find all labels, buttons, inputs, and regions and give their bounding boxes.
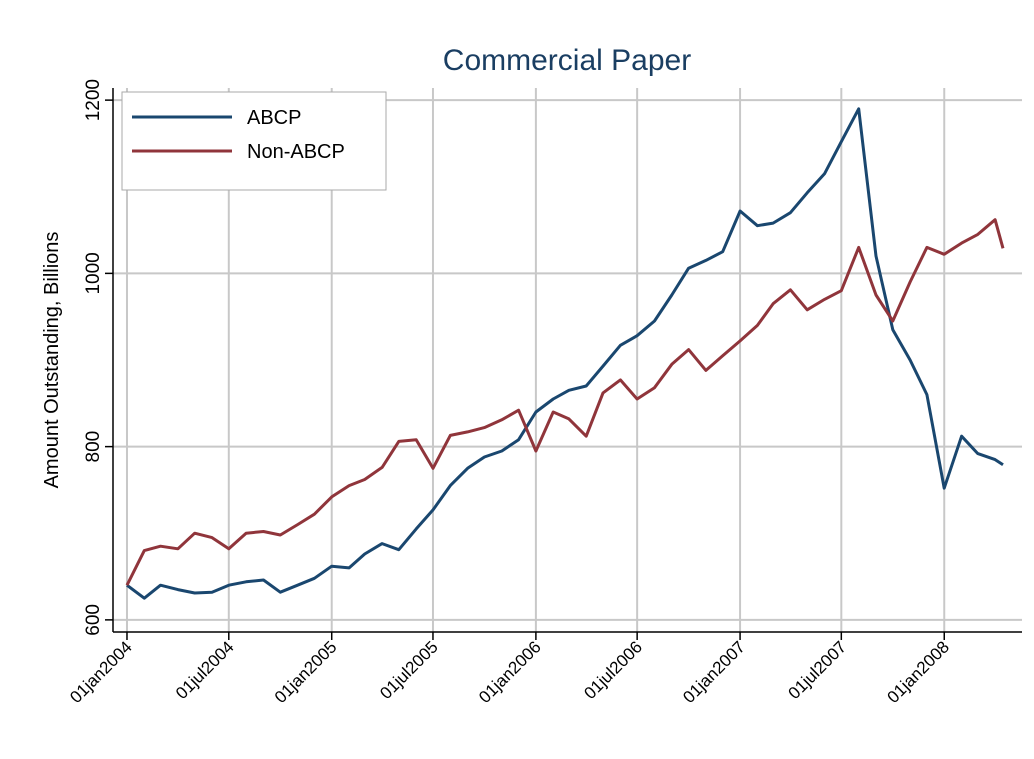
legend: ABCP Non-ABCP xyxy=(121,91,387,191)
series-line xyxy=(125,218,1005,586)
legend-label: ABCP xyxy=(247,107,301,129)
y-tick-label: 1200 xyxy=(83,79,104,121)
chart-title: Commercial Paper xyxy=(443,44,691,77)
y-axis-label: Amount Outstanding, Billions xyxy=(41,232,63,489)
y-tick-label: 600 xyxy=(83,604,104,636)
y-tick-label: 1000 xyxy=(83,252,104,294)
legend-box xyxy=(121,91,387,191)
y-tick-label: 800 xyxy=(83,431,104,463)
series-line xyxy=(126,107,1004,600)
legend-label: Non-ABCP xyxy=(247,141,345,163)
